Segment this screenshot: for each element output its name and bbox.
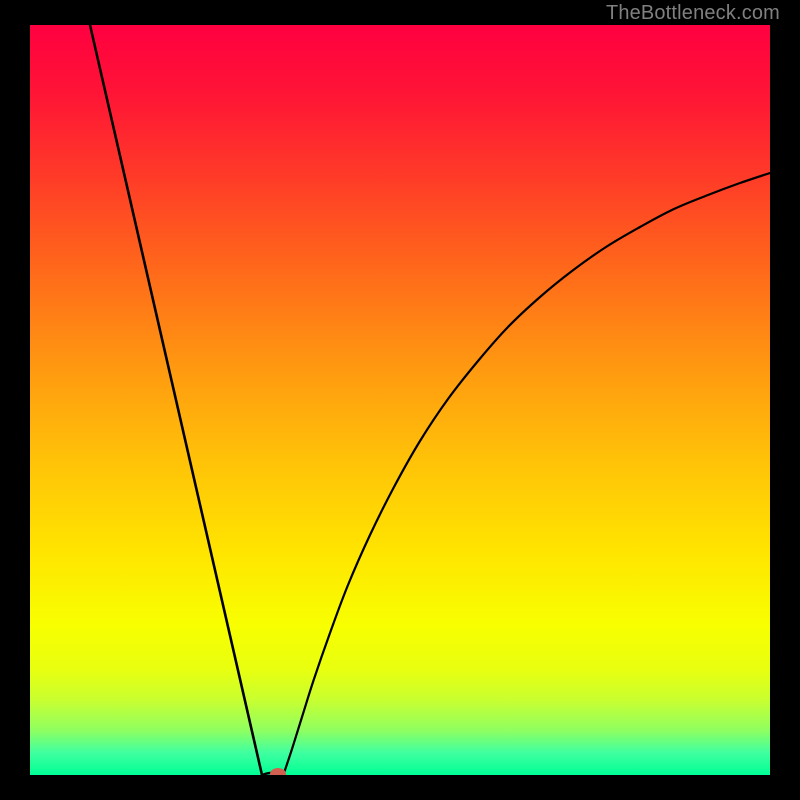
chart-svg xyxy=(30,25,770,775)
bottleneck-marker xyxy=(270,768,286,775)
plot-area xyxy=(30,25,770,775)
watermark-text: TheBottleneck.com xyxy=(606,2,780,25)
